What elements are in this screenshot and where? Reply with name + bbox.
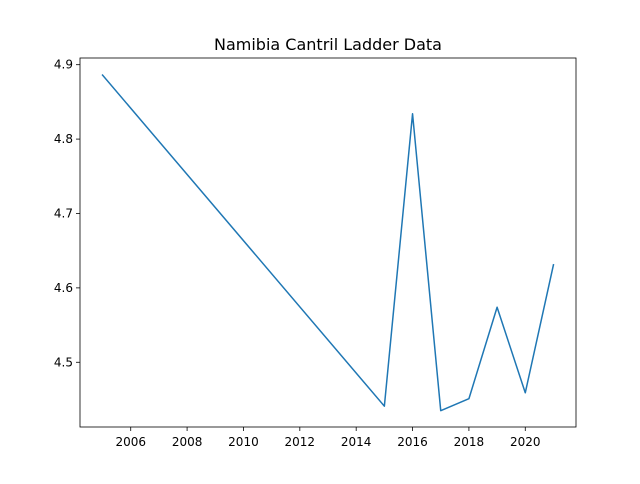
y-tick-label: 4.5 — [54, 355, 73, 369]
x-tick-label: 2012 — [285, 435, 316, 449]
y-tick-label: 4.6 — [54, 281, 73, 295]
plot-area: 2006 2008 2010 2012 2014 2016 2018 2020 4.5 4.6 4.… — [54, 57, 577, 449]
x-tick-label: 2018 — [454, 435, 485, 449]
series-line — [101, 74, 555, 412]
x-tick-label: 2010 — [228, 435, 259, 449]
x-tick-label: 2016 — [397, 435, 428, 449]
axes-frame — [79, 57, 577, 428]
y-tick-label: 4.7 — [54, 206, 73, 220]
x-tick-label: 2020 — [510, 435, 541, 449]
x-tick-label: 2006 — [115, 435, 146, 449]
x-tick-label: 2014 — [341, 435, 372, 449]
y-tick-label: 4.9 — [54, 58, 73, 72]
chart-title: Namibia Cantril Ladder Data — [214, 35, 442, 54]
x-tick-label: 2008 — [172, 435, 203, 449]
y-tick-label: 4.8 — [54, 132, 73, 146]
